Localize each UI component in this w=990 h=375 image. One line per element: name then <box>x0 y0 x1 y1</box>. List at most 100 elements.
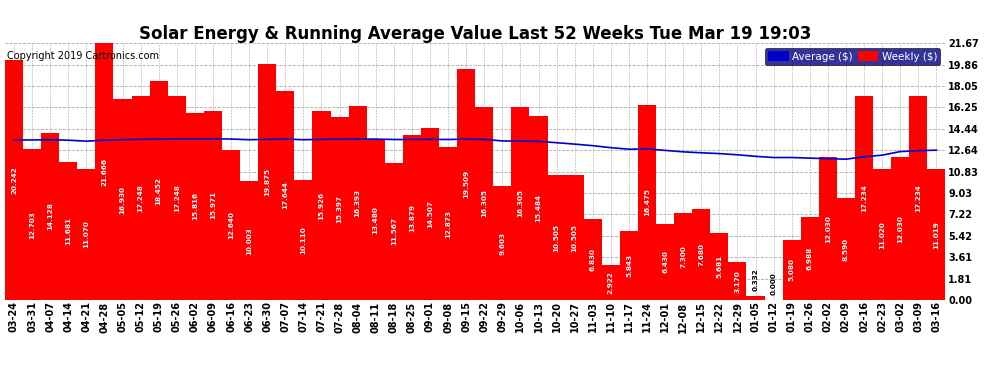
Text: 11.567: 11.567 <box>391 217 397 246</box>
Bar <box>729 262 746 300</box>
Bar <box>439 147 457 300</box>
Bar <box>710 232 729 300</box>
Bar <box>928 170 945 300</box>
Bar <box>204 111 222 300</box>
Text: 14.128: 14.128 <box>48 202 53 230</box>
Text: 0.000: 0.000 <box>770 273 776 295</box>
Title: Solar Energy & Running Average Value Last 52 Weeks Tue Mar 19 19:03: Solar Energy & Running Average Value Las… <box>139 25 812 43</box>
Bar <box>674 213 692 300</box>
Bar <box>403 135 421 300</box>
Legend: Average ($), Weekly ($): Average ($), Weekly ($) <box>764 48 940 65</box>
Text: 19.509: 19.509 <box>463 170 469 198</box>
Bar <box>294 180 313 300</box>
Text: 14.507: 14.507 <box>427 200 433 228</box>
Text: 21.666: 21.666 <box>101 158 108 186</box>
Bar <box>385 163 403 300</box>
Text: 7.680: 7.680 <box>698 243 704 266</box>
Bar <box>149 81 167 300</box>
Text: 6.430: 6.430 <box>662 251 668 273</box>
Bar <box>313 111 331 300</box>
Text: 16.475: 16.475 <box>644 188 650 216</box>
Text: 10.505: 10.505 <box>553 224 559 252</box>
Text: 11.020: 11.020 <box>879 221 885 249</box>
Text: 16.305: 16.305 <box>481 189 487 217</box>
Text: 0.332: 0.332 <box>752 268 758 291</box>
Text: 12.873: 12.873 <box>446 210 451 238</box>
Bar <box>421 128 439 300</box>
Text: 19.875: 19.875 <box>264 168 270 196</box>
Text: 17.248: 17.248 <box>138 184 144 212</box>
Text: 8.590: 8.590 <box>842 237 849 261</box>
Text: 17.234: 17.234 <box>916 184 922 212</box>
Text: 5.080: 5.080 <box>789 258 795 281</box>
Text: 5.681: 5.681 <box>717 255 723 278</box>
Bar <box>746 296 764 300</box>
Bar <box>909 96 928 300</box>
Text: 5.843: 5.843 <box>626 254 632 277</box>
Bar <box>547 176 565 300</box>
Bar <box>222 150 240 300</box>
Bar <box>366 140 385 300</box>
Bar <box>602 266 620 300</box>
Bar <box>258 64 276 300</box>
Text: 20.242: 20.242 <box>11 166 17 194</box>
Text: 10.110: 10.110 <box>300 226 306 254</box>
Bar <box>692 209 710 300</box>
Text: 15.926: 15.926 <box>319 192 325 220</box>
Text: 11.019: 11.019 <box>934 221 940 249</box>
Bar <box>475 107 493 300</box>
Bar <box>167 96 186 300</box>
Bar <box>114 99 132 300</box>
Bar <box>620 231 638 300</box>
Bar <box>837 198 855 300</box>
Text: 16.393: 16.393 <box>354 189 360 217</box>
Text: 12.640: 12.640 <box>228 211 234 239</box>
Text: 9.603: 9.603 <box>499 232 505 255</box>
Text: 15.397: 15.397 <box>337 195 343 223</box>
Text: Copyright 2019 Cartronics.com: Copyright 2019 Cartronics.com <box>7 51 158 61</box>
Bar <box>873 170 891 300</box>
Bar <box>132 96 149 300</box>
Bar <box>638 105 656 300</box>
Text: 13.879: 13.879 <box>409 204 415 232</box>
Text: 17.248: 17.248 <box>174 184 180 212</box>
Bar <box>801 217 819 300</box>
Text: 16.305: 16.305 <box>518 189 524 217</box>
Bar <box>95 43 114 300</box>
Text: 7.300: 7.300 <box>680 245 686 268</box>
Text: 2.922: 2.922 <box>608 271 614 294</box>
Bar <box>493 186 512 300</box>
Bar <box>512 107 530 300</box>
Bar <box>59 162 77 300</box>
Bar <box>891 158 909 300</box>
Bar <box>565 176 584 300</box>
Text: 15.484: 15.484 <box>536 194 542 222</box>
Text: 16.930: 16.930 <box>120 186 126 214</box>
Text: 12.030: 12.030 <box>825 215 831 243</box>
Text: 3.170: 3.170 <box>735 270 741 292</box>
Bar <box>240 182 258 300</box>
Text: 12.703: 12.703 <box>29 211 35 238</box>
Bar <box>186 112 204 300</box>
Text: 15.816: 15.816 <box>192 192 198 220</box>
Bar <box>348 106 366 300</box>
Bar <box>855 96 873 300</box>
Text: 11.070: 11.070 <box>83 220 89 248</box>
Bar <box>42 132 59 300</box>
Bar <box>783 240 801 300</box>
Text: 17.644: 17.644 <box>282 182 288 209</box>
Text: 6.830: 6.830 <box>590 248 596 271</box>
Text: 15.971: 15.971 <box>210 191 216 219</box>
Text: 18.452: 18.452 <box>155 177 161 205</box>
Text: 6.988: 6.988 <box>807 247 813 270</box>
Bar <box>23 149 42 300</box>
Text: 13.480: 13.480 <box>372 206 379 234</box>
Text: 10.505: 10.505 <box>571 224 578 252</box>
Text: 11.681: 11.681 <box>65 217 71 245</box>
Bar <box>331 117 348 300</box>
Bar <box>457 69 475 300</box>
Bar <box>656 224 674 300</box>
Bar <box>819 158 837 300</box>
Text: 12.030: 12.030 <box>897 215 903 243</box>
Text: 10.003: 10.003 <box>247 227 252 255</box>
